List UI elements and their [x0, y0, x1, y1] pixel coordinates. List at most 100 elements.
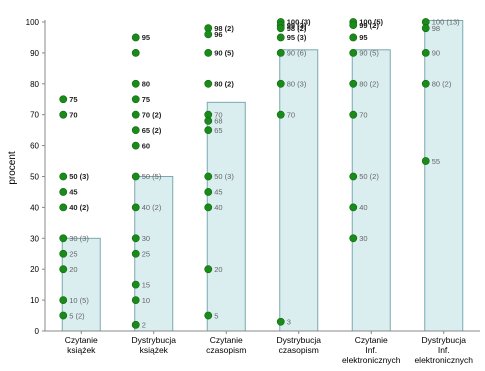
- category-label: Czytanie czasopism: [206, 335, 246, 355]
- data-point-label: 80 (3): [287, 80, 307, 89]
- data-point-label: 45: [69, 188, 77, 197]
- y-tick-label: 50: [30, 173, 39, 182]
- category-label-line: książek: [67, 345, 96, 355]
- category-label: Dystrybucja Inf. elektronicznych: [414, 335, 473, 365]
- data-point-label: 99 (3): [287, 21, 307, 30]
- data-point-label: 75: [142, 95, 150, 104]
- data-point: [276, 317, 285, 326]
- category-label: Dystrybucja książek: [132, 335, 177, 355]
- data-point-label: 99 (2): [359, 21, 379, 30]
- y-tick-label: 70: [30, 111, 39, 120]
- y-tick-label: 90: [30, 49, 39, 58]
- data-point: [349, 21, 358, 29]
- data-point-label: 25: [142, 249, 150, 258]
- data-point: [276, 49, 285, 57]
- data-point-label: 80 (2): [432, 80, 452, 89]
- y-tick-label: 30: [30, 234, 39, 243]
- data-point: [349, 234, 358, 243]
- data-point-label: 5 (2): [69, 311, 85, 320]
- data-point: [131, 49, 140, 57]
- data-point: [131, 141, 140, 150]
- y-tick-label: 80: [30, 80, 39, 89]
- data-point-label: 70: [287, 110, 295, 119]
- data-point-label: 70: [69, 110, 77, 119]
- data-point: [204, 172, 213, 181]
- data-point: [421, 49, 430, 57]
- category-label-line: czasopism: [279, 345, 319, 355]
- data-point-label: 80 (2): [214, 80, 234, 89]
- data-point: [204, 30, 213, 39]
- data-point-label: 98 (2): [287, 24, 307, 33]
- data-point: [349, 49, 358, 57]
- y-tick-label: 100: [26, 18, 40, 27]
- bar: [424, 19, 464, 332]
- data-point-label: 20: [69, 265, 77, 274]
- data-point-label: 96: [214, 30, 222, 39]
- data-point: [349, 172, 358, 181]
- data-point-label: 65 (2): [142, 126, 162, 135]
- data-point-label: 30: [359, 234, 367, 243]
- data-point-label: 98 (2): [214, 24, 234, 33]
- data-point: [421, 24, 430, 33]
- category-label-line: książek: [140, 345, 169, 355]
- data-point: [131, 79, 140, 88]
- data-point-label: 100 (3): [287, 18, 311, 27]
- data-point: [349, 33, 358, 42]
- data-point-label: 90 (5): [214, 49, 234, 58]
- data-point: [131, 172, 140, 181]
- category-label-line: Czytanie: [65, 335, 98, 345]
- data-point: [59, 296, 68, 304]
- data-point-label: 70: [359, 110, 367, 119]
- data-point: [204, 311, 213, 320]
- data-point-label: 40: [214, 203, 222, 212]
- data-point: [204, 49, 213, 57]
- y-tick-label: 40: [30, 203, 39, 212]
- category-label-line: Dystrybucja: [422, 335, 467, 345]
- data-point-label: 50 (3): [214, 172, 234, 181]
- data-point: [59, 110, 68, 119]
- category-label-line: Czytanie: [355, 335, 388, 345]
- data-point: [131, 33, 140, 42]
- category-label-line: Czytanie: [210, 335, 243, 345]
- data-point-label: 30 (3): [69, 234, 89, 243]
- y-tick-label: 0: [35, 327, 40, 336]
- data-point-label: 15: [142, 280, 150, 289]
- data-point: [131, 95, 140, 104]
- data-point-label: 90 (6): [287, 49, 307, 58]
- data-point: [131, 126, 140, 135]
- data-point: [131, 110, 140, 119]
- category-label: Dystrybucja czasopism: [277, 335, 322, 355]
- data-point-label: 70: [214, 110, 222, 119]
- y-tick-label: 20: [30, 265, 39, 274]
- data-point: [276, 24, 285, 33]
- category-label-line: Dystrybucja: [277, 335, 322, 345]
- data-point-label: 95: [359, 33, 367, 42]
- data-point-label: 50 (5): [142, 172, 162, 181]
- data-point-label: 95: [142, 33, 150, 42]
- data-point-label: 50 (3): [69, 172, 89, 181]
- data-point-label: 40 (2): [69, 203, 89, 212]
- data-point: [59, 311, 68, 320]
- data-point-label: 40: [359, 203, 367, 212]
- data-point: [59, 203, 68, 212]
- y-tick-label: 60: [30, 142, 39, 151]
- category-label-line: Inf.: [365, 345, 377, 355]
- data-point-label: 25: [69, 249, 77, 258]
- data-point-label: 55: [432, 157, 440, 166]
- data-point-label: 90 (5): [359, 49, 379, 58]
- data-point: [421, 157, 430, 165]
- data-point: [276, 79, 285, 88]
- data-point-label: 45: [214, 188, 222, 197]
- data-point-label: 20: [214, 265, 222, 274]
- axes-layer: 0 10 20 30 40 50 60 70 80 90 100: [26, 18, 480, 336]
- data-point: [204, 188, 213, 196]
- data-point-label: 60: [142, 141, 150, 150]
- y-axis-label: procent: [7, 151, 18, 185]
- category-label-line: elektronicznych: [414, 355, 473, 365]
- data-point: [276, 33, 285, 42]
- points-layer: [59, 18, 430, 329]
- data-point: [204, 265, 213, 274]
- data-point-label: 2: [142, 321, 146, 330]
- data-point: [204, 116, 213, 125]
